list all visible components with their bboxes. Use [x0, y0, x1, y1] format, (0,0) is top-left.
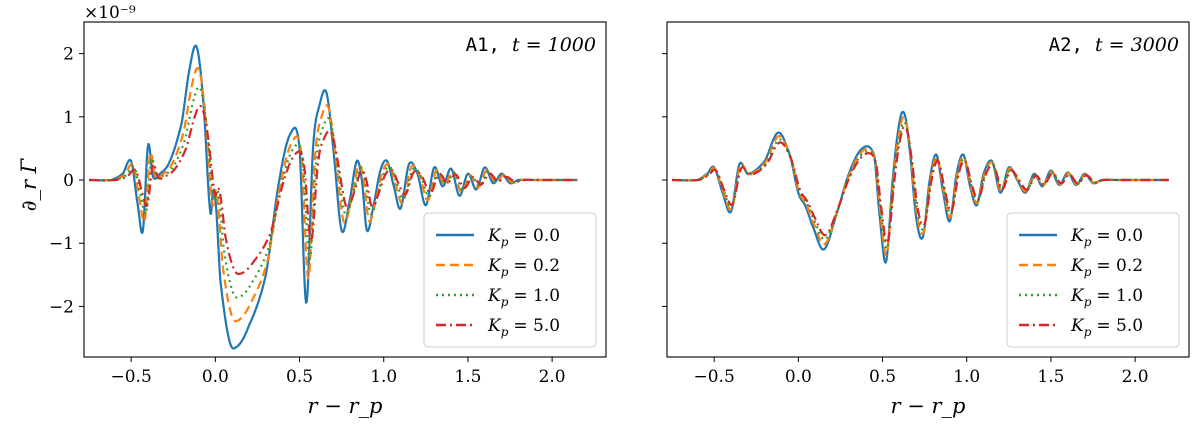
legend-label: Kp = 0.0	[1070, 226, 1143, 249]
legend-label: Kp = 0.0	[487, 226, 560, 249]
series-line-2	[88, 85, 578, 299]
panel-time-a2: t = 3000	[1095, 34, 1179, 56]
y-tick-label: 0	[63, 171, 74, 191]
panel-label-a2: A2, t = 3000	[1049, 34, 1179, 56]
series-layer-a2	[671, 110, 1170, 264]
x-axis-title-a1: r − r_p	[308, 394, 383, 418]
axes-frame-a2	[666, 21, 1190, 358]
x-tick-label: 1.0	[953, 367, 980, 387]
legend-label: Kp = 0.2	[487, 256, 560, 279]
x-tick-label: 0.0	[202, 367, 229, 387]
series-line-1	[88, 66, 578, 323]
legend-label: Kp = 1.0	[1070, 286, 1143, 309]
x-tick-label: 2.0	[539, 367, 566, 387]
y-ticks-a1: −2 −1 0 1 2	[49, 45, 84, 317]
y-tick-label: −2	[49, 297, 74, 317]
panel-time-a1: t = 1000	[512, 34, 596, 56]
y-tick-label: −1	[49, 234, 74, 254]
axes-frame-a1	[83, 21, 607, 358]
legend-label: Kp = 5.0	[1070, 316, 1143, 339]
series-layer-a1	[88, 44, 578, 350]
panel-a2: −0.5 0.0 0.5 1.0 1.5 2.0 A2, t = 3000 r − r_p…	[662, 21, 1190, 418]
x-tick-label: −0.5	[694, 367, 735, 387]
x-ticks-a1: −0.5 0.0 0.5 1.0 1.5 2.0	[111, 357, 566, 387]
y-axis-title: ∂_r Γ	[17, 157, 41, 211]
legend-a2: Kp = 0.0 Kp = 0.2 Kp = 1.0 Kp = 5.0	[1006, 212, 1180, 348]
y-ticks-a2	[662, 53, 667, 307]
series-line-3	[88, 104, 578, 276]
legend-box	[1006, 212, 1180, 348]
x-tick-label: 1.0	[370, 367, 397, 387]
x-ticks-a2: −0.5 0.0 0.5 1.0 1.5 2.0	[694, 357, 1149, 387]
y-tick-label: 2	[63, 45, 74, 65]
y-scale-factor: ×10⁻⁹	[84, 3, 136, 23]
legend-label: Kp = 1.0	[487, 286, 560, 309]
legend-box	[423, 212, 597, 348]
legend-a1: Kp = 0.0 Kp = 0.2 Kp = 1.0 Kp = 5.0	[423, 212, 597, 348]
panel-run-a1: A1,	[466, 34, 500, 56]
x-tick-label: 1.5	[1037, 367, 1064, 387]
x-axis-title-a2: r − r_p	[891, 394, 966, 418]
series-line-3	[671, 125, 1170, 245]
x-tick-label: −0.5	[111, 367, 152, 387]
y-tick-label: 1	[63, 108, 74, 128]
x-tick-label: 0.5	[869, 367, 896, 387]
panel-a1: ×10⁻⁹ ∂_r Γ −0.5 0.0 0.5 1.0 1.5 2.0 −2−1012 …	[17, 3, 607, 418]
x-tick-label: 0.0	[785, 367, 812, 387]
x-tick-label: 0.5	[286, 367, 313, 387]
legend-label: Kp = 0.2	[1070, 256, 1143, 279]
panel-label-a1: A1, t = 1000	[466, 34, 596, 56]
series-line-0	[88, 44, 578, 350]
legend-label: Kp = 5.0	[487, 316, 560, 339]
x-tick-label: 2.0	[1122, 367, 1149, 387]
panel-run-a2: A2,	[1049, 34, 1083, 56]
x-tick-label: 1.5	[454, 367, 481, 387]
